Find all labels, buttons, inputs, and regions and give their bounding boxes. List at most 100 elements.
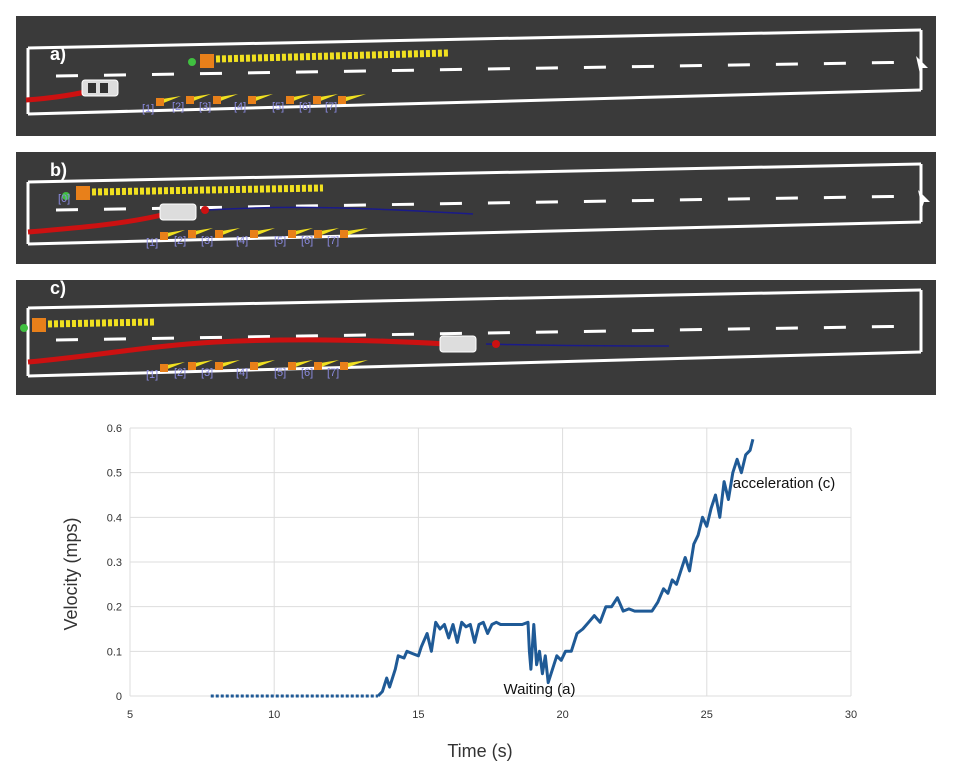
obstacle-2-box-icon bbox=[186, 96, 194, 104]
obstacle-label-3: [3] bbox=[199, 101, 211, 113]
obstacle-label-1: [1] bbox=[146, 237, 158, 249]
annotation-waiting: Waiting (a) bbox=[504, 681, 576, 698]
obstacle-7-box-icon bbox=[340, 362, 348, 370]
obstacle-0-box-icon bbox=[76, 186, 90, 200]
obstacle-row bbox=[156, 94, 366, 106]
obstacle-row bbox=[160, 228, 368, 240]
lane-center-dashes bbox=[55, 324, 922, 342]
x-tick-labels: 5 10 15 20 25 30 bbox=[127, 709, 857, 721]
obstacle-4-box-icon bbox=[250, 362, 258, 370]
obstacle-3-box-icon bbox=[215, 362, 223, 370]
obstacle-3-box-icon bbox=[213, 96, 221, 104]
marker-green-icon bbox=[188, 58, 196, 66]
x-tick-label: 5 bbox=[127, 709, 133, 721]
obstacle-1-box-icon bbox=[160, 364, 168, 372]
obstacle-6-box-icon bbox=[314, 362, 322, 370]
y-tick-label: 0.5 bbox=[107, 468, 122, 480]
scene-panel-a: [1] [2] [3] [4] [5] [6] [7] a) bbox=[16, 16, 936, 136]
y-axis-title: Velocity (mps) bbox=[61, 517, 81, 630]
obstacle-6-box-icon bbox=[314, 230, 322, 238]
obstacle-label-3: [3] bbox=[201, 235, 213, 247]
y-tick-label: 0 bbox=[116, 691, 122, 703]
obstacle-label-3: [3] bbox=[201, 367, 213, 379]
obstacle-7-box-icon bbox=[340, 230, 348, 238]
ego-car-window-icon bbox=[100, 83, 108, 93]
x-tick-label: 10 bbox=[268, 709, 280, 721]
marker-green-icon bbox=[62, 192, 70, 200]
y-tick-label: 0.1 bbox=[107, 646, 122, 658]
scene-panel-c: [1] [2] [3] [4] [5] [6] [7] c) bbox=[16, 280, 936, 395]
y-tick-label: 0.3 bbox=[107, 557, 122, 569]
road-bottom-border bbox=[27, 88, 922, 116]
road-top-border bbox=[27, 28, 922, 50]
obstacle-label-6: [6] bbox=[301, 367, 313, 379]
obstacle-2-box-icon bbox=[188, 362, 196, 370]
scene-b-drawing: [0] [1] [2] [3] [4] [5] [6] [7] bbox=[26, 162, 930, 249]
road-top-border bbox=[27, 288, 922, 310]
obstacle-label-6: [6] bbox=[299, 101, 311, 113]
obstacle-0-prediction bbox=[47, 318, 155, 328]
chart-series bbox=[210, 438, 755, 698]
road-bottom-border bbox=[27, 220, 922, 246]
obstacle-label-1: [1] bbox=[142, 103, 154, 115]
ego-trail bbox=[27, 211, 167, 235]
obstacle-3-box-icon bbox=[215, 230, 223, 238]
scene-panel-b: [0] [1] [2] [3] [4] [5] [6] [7] bbox=[16, 152, 936, 264]
obstacle-0-prediction bbox=[91, 184, 324, 196]
ego-car-window-icon bbox=[88, 83, 96, 93]
ego-planned-path bbox=[205, 206, 474, 215]
obstacle-4-box-icon bbox=[248, 96, 256, 104]
marker-green-icon bbox=[20, 324, 28, 332]
ego-goal-icon bbox=[201, 206, 209, 214]
obstacle-label-5: [5] bbox=[274, 367, 286, 379]
obstacle-row bbox=[160, 360, 368, 372]
panel-label-c: c) bbox=[50, 280, 67, 298]
ego-car-icon bbox=[159, 203, 197, 221]
ego-goal-icon bbox=[492, 340, 500, 348]
obstacle-label-5: [5] bbox=[274, 235, 286, 247]
road-top-border bbox=[27, 162, 922, 184]
annotation-acceleration: acceleration (c) bbox=[733, 475, 836, 492]
scene-a-drawing: [1] [2] [3] [4] [5] [6] [7] bbox=[25, 28, 928, 116]
obstacle-label-4: [4] bbox=[236, 235, 248, 247]
series-line bbox=[376, 438, 755, 698]
obstacle-5-box-icon bbox=[288, 362, 296, 370]
obstacle-label-6: [6] bbox=[301, 235, 313, 247]
obstacle-label-7: [7] bbox=[327, 367, 339, 379]
lane-center-dashes bbox=[55, 194, 922, 212]
scene-c-drawing: [1] [2] [3] [4] [5] [6] [7] bbox=[20, 288, 923, 381]
obstacle-5-box-icon bbox=[288, 230, 296, 238]
road-bottom-border bbox=[27, 350, 922, 378]
x-tick-label: 30 bbox=[845, 709, 857, 721]
cursor-icon bbox=[918, 190, 930, 208]
y-tick-label: 0.4 bbox=[107, 512, 122, 524]
chart-grid bbox=[129, 427, 852, 697]
y-tick-label: 0.2 bbox=[107, 602, 122, 614]
x-tick-label: 25 bbox=[701, 709, 713, 721]
obstacle-label-4: [4] bbox=[236, 367, 248, 379]
obstacle-2-box-icon bbox=[188, 230, 196, 238]
obstacle-0-prediction bbox=[215, 49, 449, 63]
obstacle-label-1: [1] bbox=[146, 369, 158, 381]
obstacle-0-label: [0] bbox=[58, 193, 70, 205]
obstacle-label-4: [4] bbox=[234, 101, 246, 113]
obstacle-label-5: [5] bbox=[272, 101, 284, 113]
lane-center-dashes bbox=[55, 60, 922, 78]
x-tick-label: 15 bbox=[412, 709, 424, 721]
panel-label-a: a) bbox=[50, 44, 67, 64]
obstacle-1-box-icon bbox=[160, 232, 168, 240]
obstacle-0-box-icon bbox=[32, 318, 46, 332]
obstacle-6-box-icon bbox=[313, 96, 321, 104]
obstacle-label-2: [2] bbox=[174, 235, 186, 247]
obstacle-label-2: [2] bbox=[174, 367, 186, 379]
obstacle-label-2: [2] bbox=[172, 101, 184, 113]
panel-label-b: b) bbox=[50, 160, 67, 180]
y-tick-labels: 0 0.1 0.2 0.3 0.4 0.5 0.6 bbox=[107, 423, 122, 703]
ego-trail bbox=[27, 337, 447, 365]
obstacle-label-7: [7] bbox=[327, 235, 339, 247]
obstacle-0-box-icon bbox=[200, 54, 214, 68]
obstacle-5-box-icon bbox=[286, 96, 294, 104]
obstacle-1-box-icon bbox=[156, 98, 164, 106]
obstacle-label-7: [7] bbox=[325, 101, 337, 113]
obstacle-4-box-icon bbox=[250, 230, 258, 238]
